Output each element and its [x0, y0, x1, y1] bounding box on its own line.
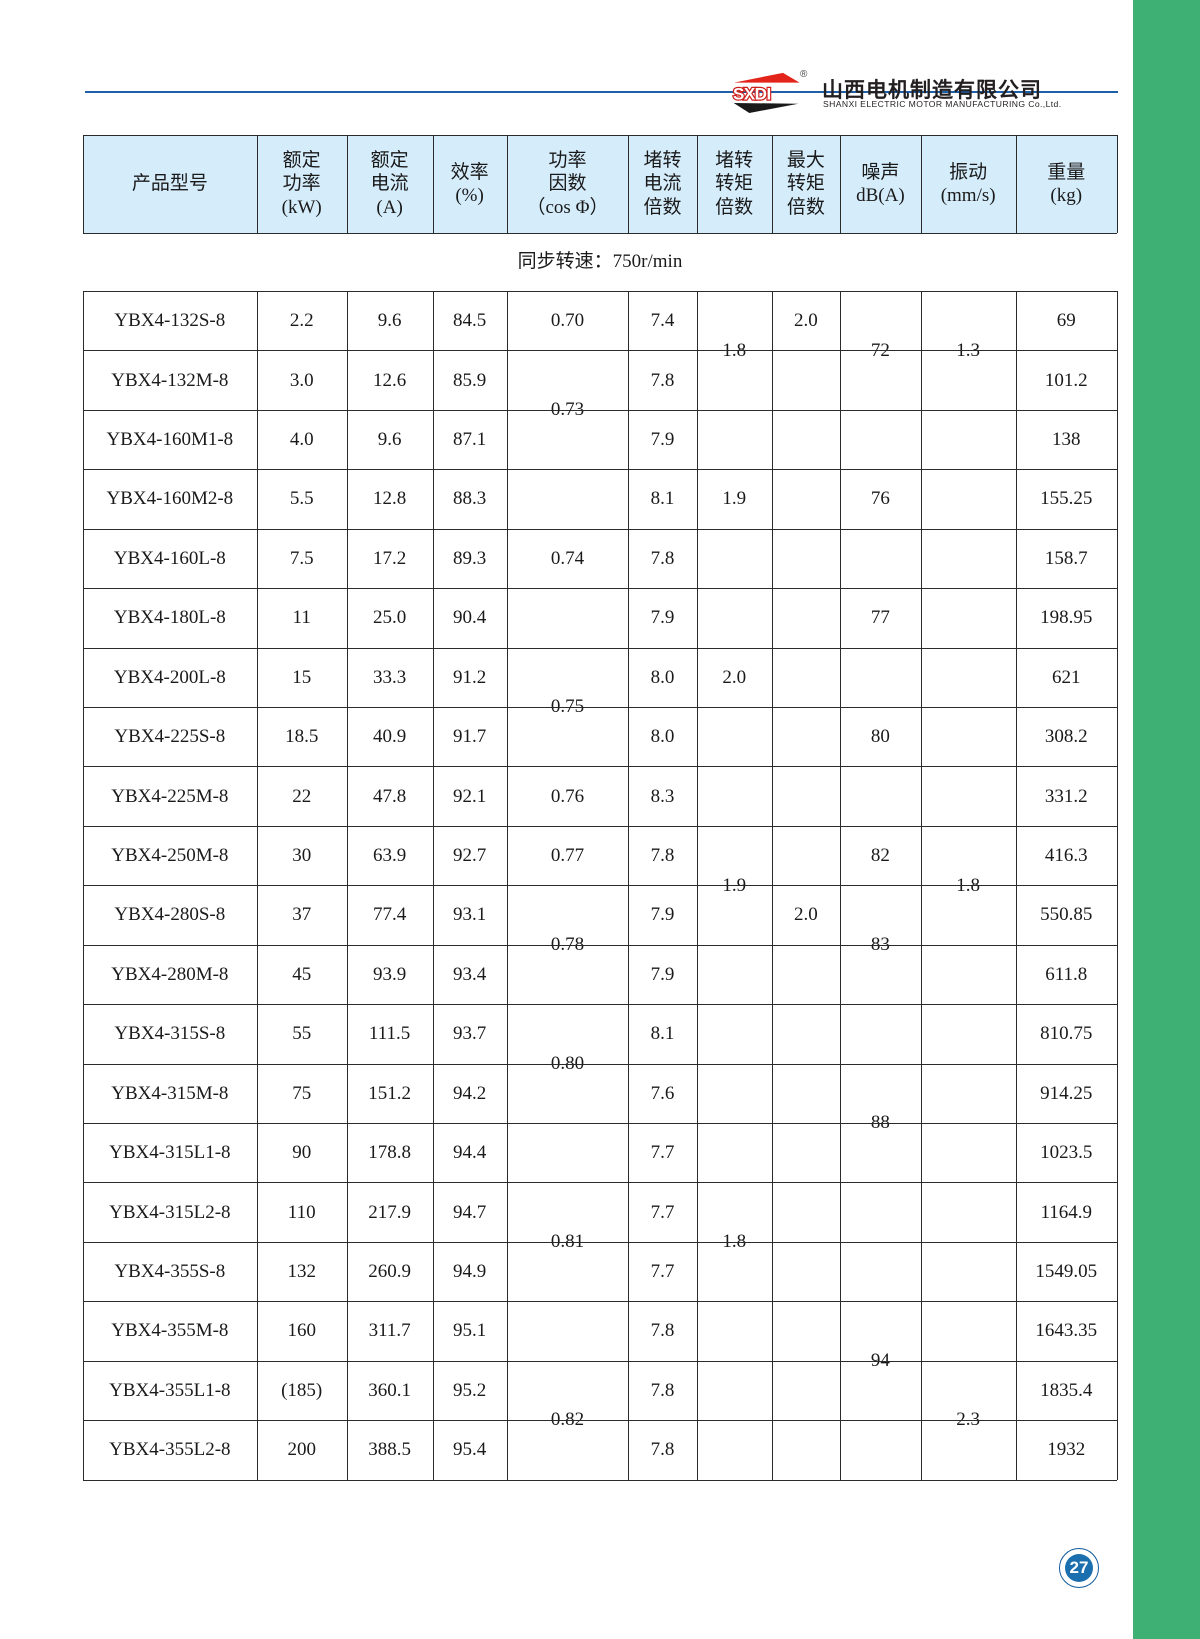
- svg-text:SXDI: SXDI: [733, 85, 771, 104]
